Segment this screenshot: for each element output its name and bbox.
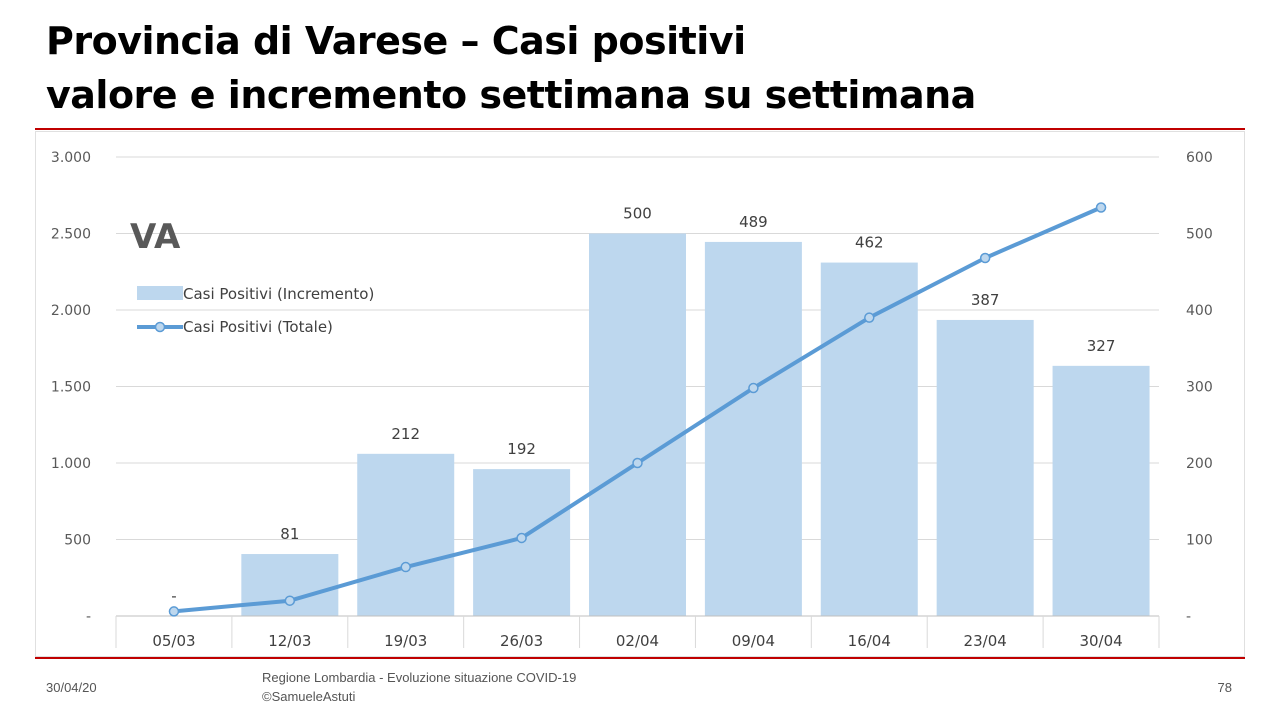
x-axis-tick-label: 19/03 (384, 632, 427, 650)
left-axis-tick-label: 2.000 (51, 303, 91, 319)
bar (589, 233, 686, 616)
legend-label-bar: Casi Positivi (Incremento) (183, 285, 374, 303)
left-axis-tick-label: 3.000 (51, 150, 91, 166)
bar (936, 319, 1034, 616)
footer-source-line1: Regione Lombardia - Evoluzione situazion… (262, 670, 577, 685)
footer-source-line2: ©SamueleAstuti (262, 689, 356, 704)
chart-frame: - - 500 100 1.000 200 1.500 300 2.000 400 2.500 500… (35, 131, 1245, 657)
right-axis-tick-label: 200 (1186, 456, 1213, 472)
x-axis-tick-label: 16/04 (848, 632, 891, 650)
line-point (400, 561, 411, 573)
footer-source: Regione Lombardia - Evoluzione situazion… (262, 668, 576, 706)
right-axis-tick-label: - (1186, 609, 1191, 625)
bar-data-label: 462 (855, 234, 884, 252)
legend-swatch-bar (137, 286, 183, 300)
title-divider (35, 128, 1245, 130)
line-point (979, 252, 991, 264)
x-axis-tick-label: 26/03 (500, 632, 543, 650)
bar (357, 453, 455, 616)
footer-date: 30/04/20 (46, 680, 97, 695)
x-axis-tick-label: 09/04 (732, 632, 775, 650)
right-axis-tick-label: 500 (1186, 227, 1213, 243)
line-point (284, 595, 296, 606)
bar-data-label: 192 (507, 440, 536, 458)
x-axis-tick-label: 12/03 (268, 632, 311, 650)
bar-data-label: 500 (623, 205, 652, 223)
x-axis-tick-label: 30/04 (1079, 632, 1122, 650)
line-point (632, 457, 643, 469)
line-point (1095, 202, 1107, 213)
right-axis-tick-label: 300 (1186, 380, 1213, 396)
left-axis-tick-label: - (86, 609, 91, 625)
page-number: 78 (1217, 680, 1232, 695)
combo-chart: - - 500 100 1.000 200 1.500 300 2.000 400 2.500 500… (51, 150, 1213, 650)
legend-swatch-marker (154, 321, 166, 333)
line-point (516, 532, 527, 544)
left-axis-tick-label: 2.500 (51, 227, 91, 243)
right-axis-tick-label: 600 (1186, 150, 1213, 166)
bar-data-label: 81 (280, 525, 299, 543)
right-axis-tick-label: 400 (1186, 303, 1213, 319)
left-axis-tick-label: 1.000 (51, 456, 91, 472)
x-axis-tick-label: 23/04 (964, 632, 1007, 650)
bar-data-label: 212 (391, 425, 420, 443)
x-axis-tick-label: 05/03 (152, 632, 195, 650)
bar-data-label: 387 (971, 291, 1000, 309)
x-axis-tick-label: 02/04 (616, 632, 659, 650)
bar-data-label: - (171, 587, 176, 605)
bar-data-label: 327 (1087, 337, 1116, 355)
slide-title-line1: Provincia di Varese – Casi positivi (46, 19, 746, 63)
footer-divider (35, 657, 1245, 659)
legend-label-line: Casi Positivi (Totale) (183, 318, 333, 336)
slide-title: Provincia di Varese – Casi positivi valo… (46, 14, 1226, 122)
chart-annotation: VA (130, 217, 181, 257)
left-axis-tick-label: 1.500 (51, 380, 91, 396)
line-point (864, 312, 875, 323)
slide-title-line2: valore e incremento settimana su settima… (46, 73, 976, 117)
left-axis-tick-label: 500 (64, 533, 91, 549)
bar (1052, 365, 1150, 616)
line-point (168, 606, 180, 617)
bar-data-label: 489 (739, 213, 768, 231)
bar (704, 241, 802, 616)
line-point (748, 382, 759, 394)
right-axis-tick-label: 100 (1186, 533, 1213, 549)
bar (241, 554, 339, 616)
